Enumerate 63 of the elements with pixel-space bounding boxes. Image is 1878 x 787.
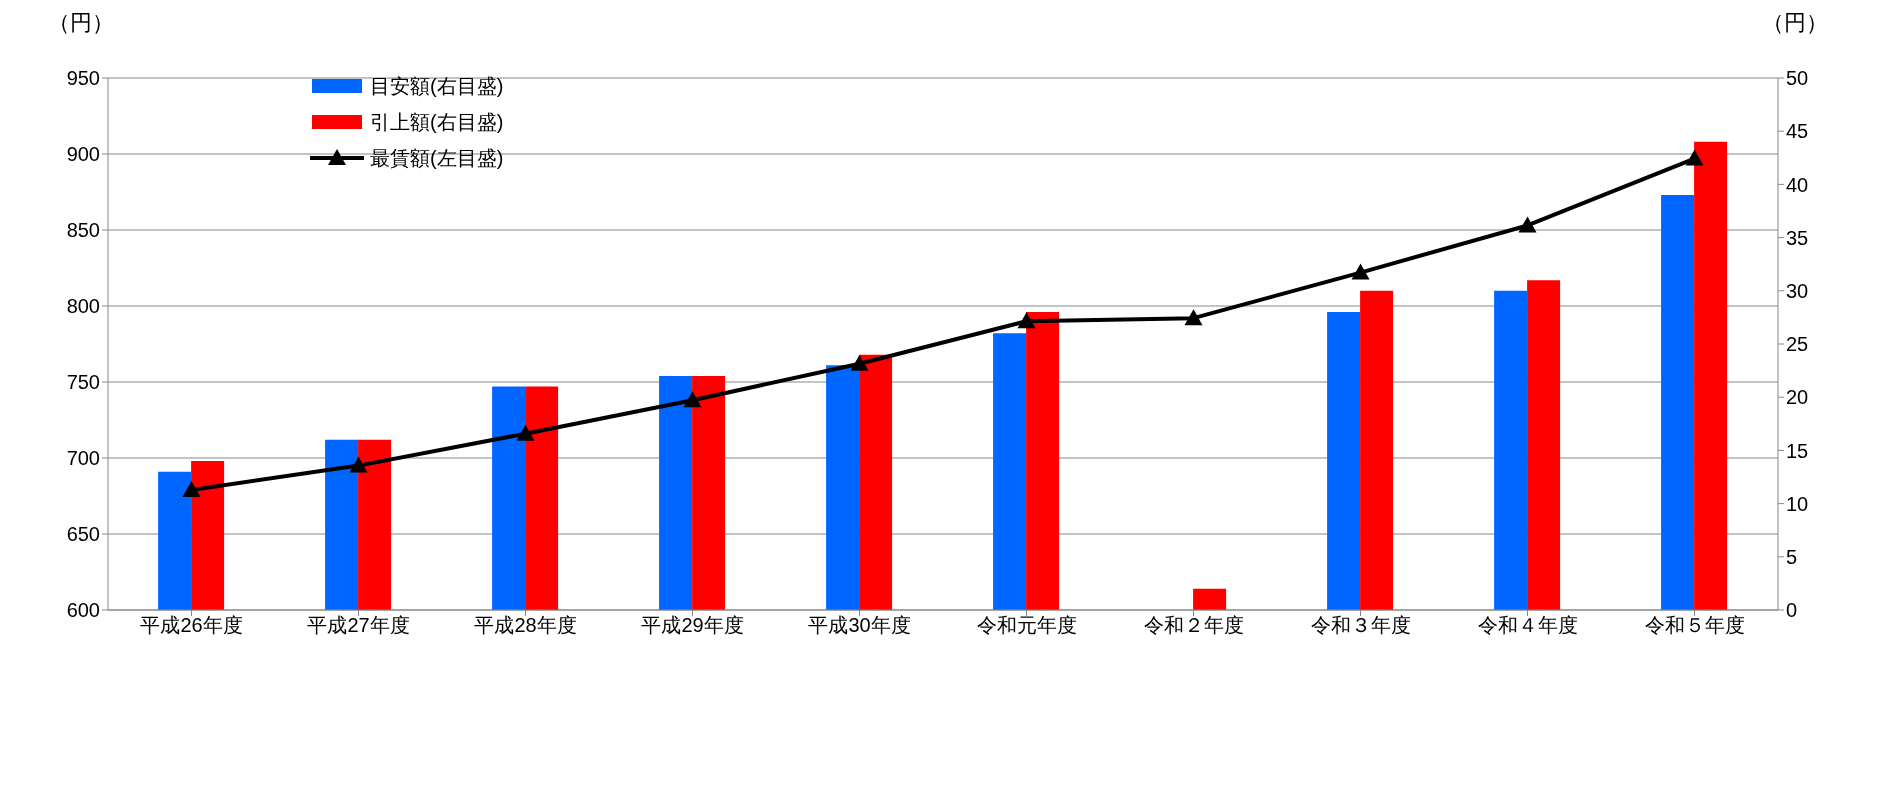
point xyxy=(1351,263,1370,280)
x-tick-label: 平成30年度 xyxy=(808,614,911,637)
x-tick-label: 令和元年度 xyxy=(976,614,1077,637)
bar xyxy=(325,439,359,610)
bar xyxy=(158,471,192,610)
y-tick-label: 600 xyxy=(66,599,100,622)
point xyxy=(182,480,201,497)
bar xyxy=(358,439,392,610)
bar xyxy=(492,386,526,610)
point xyxy=(1685,149,1704,166)
y-tick-label: 700 xyxy=(66,447,100,470)
x-tick-label: 令和５年度 xyxy=(1644,614,1745,637)
bar xyxy=(993,333,1027,610)
legend-label: 最賃額(左目盛) xyxy=(370,145,504,171)
y2-tick-label: 40 xyxy=(1786,173,1809,196)
bar xyxy=(1327,312,1361,610)
bar xyxy=(659,375,693,610)
x-tick-label: 令和４年度 xyxy=(1477,614,1578,637)
point xyxy=(516,424,535,441)
y-tick-label: 800 xyxy=(66,295,100,318)
point xyxy=(1017,312,1036,329)
bar xyxy=(525,386,559,610)
x-tick-label: 平成28年度 xyxy=(474,614,577,637)
bar xyxy=(1527,280,1561,610)
bar xyxy=(191,461,225,610)
y2-tick-label: 50 xyxy=(1786,67,1809,90)
x-tick-label: 令和３年度 xyxy=(1310,614,1411,637)
y2-tick-label: 0 xyxy=(1786,599,1798,622)
bar xyxy=(826,365,860,610)
y2-tick-label: 10 xyxy=(1786,492,1809,515)
legend-label: 引上額(右目盛) xyxy=(370,109,504,135)
y2-tick-label: 20 xyxy=(1786,386,1809,409)
bar xyxy=(1661,195,1695,610)
bar xyxy=(1193,588,1227,610)
y-tick-label: 650 xyxy=(66,523,100,546)
y2-tick-label: 30 xyxy=(1786,279,1809,302)
y-tick-label: 900 xyxy=(66,143,100,166)
bar xyxy=(692,375,726,610)
x-tick-label: 平成27年度 xyxy=(307,614,410,637)
bar xyxy=(1360,290,1394,610)
y2-tick-label: 45 xyxy=(1786,120,1809,143)
point xyxy=(1518,216,1537,233)
point xyxy=(850,354,869,371)
point xyxy=(349,456,368,473)
y2-axis-title: （円） xyxy=(1762,9,1828,37)
y-tick-label: 950 xyxy=(66,67,100,90)
y2-tick-label: 5 xyxy=(1786,545,1798,568)
y-axis-title: （円） xyxy=(48,9,114,37)
y2-tick-label: 25 xyxy=(1786,333,1809,356)
x-tick-label: 令和２年度 xyxy=(1143,614,1244,637)
legend-label: 目安額(右目盛) xyxy=(370,73,504,99)
bar xyxy=(1026,312,1060,610)
y2-tick-label: 15 xyxy=(1786,439,1809,462)
x-tick-label: 平成29年度 xyxy=(641,614,744,637)
y2-tick-label: 35 xyxy=(1786,226,1809,249)
bar xyxy=(859,354,893,610)
point xyxy=(683,391,702,408)
point xyxy=(1184,309,1203,326)
bar xyxy=(1494,290,1528,610)
y-tick-label: 850 xyxy=(66,219,100,242)
bar xyxy=(1694,141,1728,610)
y-tick-label: 750 xyxy=(66,371,100,394)
x-tick-label: 平成26年度 xyxy=(140,614,243,637)
